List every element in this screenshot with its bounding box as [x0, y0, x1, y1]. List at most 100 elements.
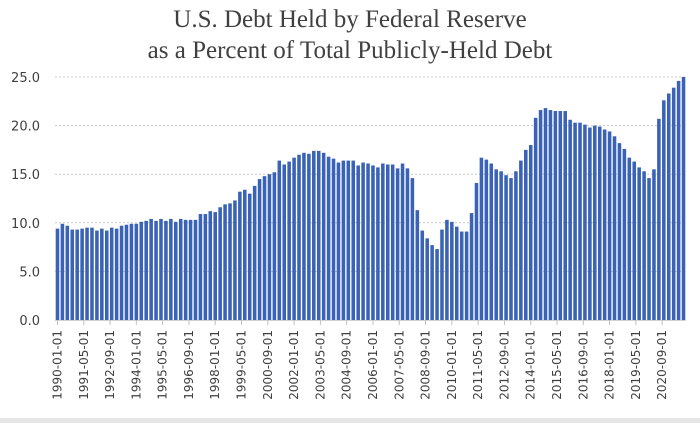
y-tick-label: 5.0 [19, 265, 40, 280]
bar [134, 223, 139, 320]
bar [568, 119, 572, 320]
bar [514, 171, 518, 320]
x-tick-label: 2011-05-01 [471, 330, 485, 400]
x-tick-label: 2015-05-01 [550, 330, 564, 400]
y-tick-label: 20.0 [11, 120, 40, 135]
bar [420, 230, 425, 320]
x-tick-label: 1996-09-01 [182, 330, 196, 400]
bar [267, 174, 272, 320]
bar [435, 249, 439, 320]
bar [302, 152, 306, 320]
x-tick-label: 1998-01-01 [208, 330, 222, 400]
bar [193, 219, 198, 320]
bar [588, 127, 592, 320]
bar [262, 176, 267, 320]
bar [55, 228, 60, 320]
bar [662, 100, 666, 320]
bar [371, 165, 375, 320]
bar [632, 161, 637, 320]
bar [528, 145, 533, 320]
bar [538, 110, 543, 320]
bar [208, 211, 213, 320]
bar [450, 221, 454, 320]
bar [292, 157, 296, 320]
x-tick-label: 2007-05-01 [392, 330, 406, 400]
x-tick-label: 2000-09-01 [261, 330, 275, 400]
x-tick-label: 2020-09-01 [655, 330, 669, 400]
x-tick-label: 2014-01-01 [524, 330, 538, 400]
bar [272, 172, 277, 320]
bar [297, 154, 301, 320]
bar [617, 143, 622, 320]
bar [341, 160, 346, 320]
bar [144, 220, 148, 320]
bar [60, 223, 65, 320]
x-tick-label: 1994-01-01 [129, 330, 143, 400]
bar [558, 111, 563, 321]
bar [494, 169, 498, 320]
bar [277, 160, 282, 320]
bar [652, 169, 656, 320]
bars [55, 77, 686, 321]
bar [124, 224, 129, 320]
bar [459, 231, 464, 320]
bar [223, 204, 227, 320]
x-tick-label: 2003-05-01 [313, 330, 327, 400]
x-axis: 1990-01-01 1991-05-01 1992-09-01 1994-01-01… [50, 320, 686, 400]
bar [602, 129, 607, 320]
bar [395, 168, 400, 320]
y-tick-label: 15.0 [11, 168, 40, 183]
bar [198, 214, 203, 320]
bar [464, 231, 469, 320]
bar [509, 178, 513, 320]
bar [95, 230, 99, 320]
bar [553, 111, 558, 321]
x-tick-label: 2008-09-01 [419, 330, 433, 400]
title-line-1: U.S. Debt Held by Federal Reserve [173, 6, 527, 33]
bar [129, 223, 134, 320]
bar [282, 164, 287, 320]
bar [578, 122, 582, 321]
bar [154, 220, 158, 320]
bar [149, 218, 153, 320]
bar [238, 191, 242, 320]
x-tick-label: 1999-05-01 [235, 330, 249, 400]
bar [671, 87, 676, 320]
bar [331, 158, 336, 320]
y-tick-label: 0.0 [19, 314, 40, 329]
bar [109, 227, 114, 320]
x-tick-label: 2018-01-01 [603, 330, 617, 400]
y-tick-label: 10.0 [11, 217, 40, 232]
bar [361, 162, 365, 320]
bar [203, 214, 208, 320]
bar [405, 168, 410, 320]
bar [316, 150, 321, 320]
bar [139, 221, 144, 320]
bar [430, 245, 434, 320]
bar [390, 164, 395, 320]
bar [213, 212, 217, 320]
bar [218, 207, 222, 320]
bar [666, 93, 671, 320]
x-tick-label: 2004-09-01 [340, 330, 354, 400]
bar [326, 156, 331, 320]
chart-title: U.S. Debt Held by Federal Reserve as a P… [0, 4, 700, 66]
bar [637, 167, 641, 320]
bar [573, 122, 577, 321]
bar [114, 228, 119, 320]
bar [356, 165, 360, 320]
bar [533, 117, 538, 320]
y-axis: 0.0 5.0 10.0 15.0 20.0 25.0 [11, 71, 40, 329]
bar [85, 227, 89, 320]
bar [351, 160, 356, 320]
bar [65, 225, 70, 320]
bar [563, 111, 567, 321]
bar [247, 193, 252, 320]
bar [321, 152, 326, 320]
x-tick-label: 2006-01-01 [366, 330, 380, 400]
bar [607, 131, 612, 320]
bar [627, 157, 632, 320]
bar [474, 182, 479, 320]
bar [70, 229, 75, 320]
x-tick-label: 2016-09-01 [576, 330, 590, 400]
